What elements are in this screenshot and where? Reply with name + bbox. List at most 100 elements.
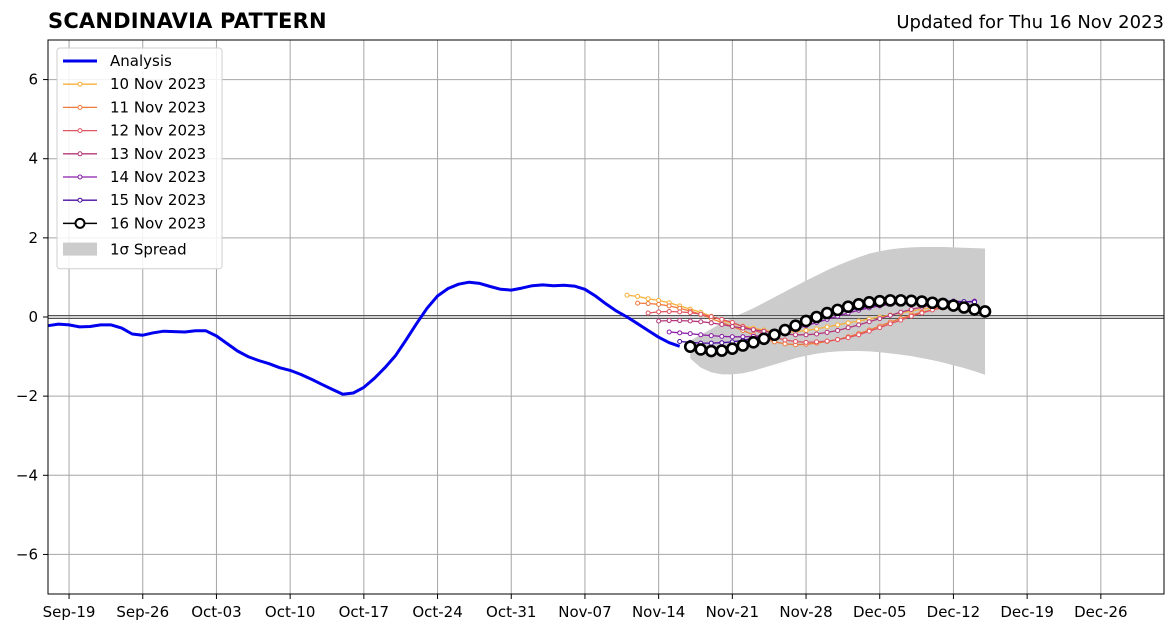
- data-point: [856, 332, 862, 338]
- data-point: [719, 340, 725, 346]
- x-tick-label: Oct-17: [339, 603, 389, 621]
- x-tick-label: Oct-10: [265, 603, 315, 621]
- data-point: [793, 332, 799, 338]
- data-point: [873, 294, 887, 308]
- data-point: [656, 297, 662, 303]
- x-tick-label: Dec-05: [853, 603, 907, 621]
- data-point: [645, 301, 651, 307]
- x-tick-label: Oct-03: [191, 603, 241, 621]
- data-point: [666, 318, 672, 324]
- data-point: [803, 339, 809, 345]
- data-point: [677, 309, 683, 315]
- x-tick-label: Nov-14: [632, 603, 685, 621]
- data-point: [719, 316, 725, 322]
- data-point: [968, 303, 981, 316]
- data-point: [845, 320, 851, 326]
- data-point: [656, 301, 662, 307]
- data-point: [677, 330, 683, 336]
- data-point: [698, 319, 704, 325]
- data-point: [824, 329, 830, 335]
- data-point: [708, 320, 714, 326]
- x-tick-label: Dec-26: [1074, 603, 1128, 621]
- data-point: [824, 338, 830, 344]
- legend-label: 10 Nov 2023: [110, 75, 206, 93]
- data-point: [831, 303, 844, 317]
- zero-line-layer: [48, 315, 1164, 319]
- data-point: [719, 322, 725, 328]
- data-point: [698, 332, 704, 338]
- data-point: [687, 310, 693, 316]
- data-point: [835, 337, 841, 343]
- x-tick-label: Oct-24: [412, 603, 462, 621]
- data-point: [810, 310, 823, 324]
- data-point: [708, 314, 714, 320]
- y-tick-label: 2: [28, 229, 38, 247]
- x-tick-label: Dec-19: [1000, 603, 1054, 621]
- y-tick-label: 6: [28, 71, 38, 89]
- data-point: [666, 308, 672, 314]
- chart-title: SCANDINAVIA PATTERN: [48, 9, 327, 33]
- x-tick-label: Oct-31: [486, 603, 536, 621]
- data-point: [866, 319, 872, 325]
- data-point: [957, 301, 971, 314]
- series-16-nov-2023: [683, 294, 992, 358]
- data-point: [782, 341, 788, 347]
- legend-marker: [77, 81, 83, 87]
- x-tick-label: Sep-19: [43, 603, 96, 621]
- data-point: [782, 337, 788, 343]
- data-point: [845, 325, 851, 331]
- legend-marker: [77, 174, 83, 180]
- legend-label: 16 Nov 2023: [110, 214, 206, 232]
- data-point: [645, 310, 651, 316]
- x-tick-label: Dec-12: [927, 603, 981, 621]
- data-point: [757, 332, 771, 346]
- data-point: [862, 296, 876, 309]
- data-point: [719, 333, 725, 339]
- data-point: [768, 328, 781, 342]
- data-point: [814, 331, 820, 337]
- data-point: [656, 318, 662, 324]
- data-point: [936, 297, 950, 311]
- y-tick-label: −2: [16, 387, 38, 405]
- data-point: [666, 303, 672, 309]
- data-point: [883, 294, 897, 307]
- data-point: [803, 332, 809, 338]
- chart-subtitle: Updated for Thu 16 Nov 2023: [896, 12, 1164, 33]
- data-point: [926, 296, 939, 310]
- data-point: [645, 296, 651, 302]
- legend-label: 11 Nov 2023: [110, 98, 206, 116]
- data-point: [677, 339, 683, 345]
- series-layer: [47, 280, 992, 396]
- y-tick-label: 0: [28, 308, 38, 326]
- data-point: [799, 314, 813, 328]
- data-point: [824, 324, 830, 330]
- series-analysis: [47, 280, 681, 396]
- data-point: [750, 327, 756, 333]
- data-point: [908, 313, 914, 319]
- data-point: [708, 340, 714, 346]
- legend-box: [56, 47, 223, 270]
- data-point: [856, 322, 862, 328]
- data-point: [887, 321, 893, 327]
- data-point: [877, 325, 883, 331]
- legend-spread-swatch: [63, 242, 97, 256]
- data-point: [729, 320, 735, 326]
- data-point: [729, 334, 735, 340]
- data-point: [978, 305, 992, 318]
- data-point: [841, 300, 855, 314]
- data-point: [778, 323, 792, 337]
- x-tick-label: Nov-07: [558, 603, 611, 621]
- legend-marker: [74, 217, 86, 229]
- x-tick-label: Sep-26: [116, 603, 169, 621]
- data-point: [947, 299, 960, 312]
- y-tick-label: −4: [16, 466, 38, 484]
- y-tick-label: 4: [28, 150, 38, 168]
- data-point: [856, 318, 862, 324]
- data-point: [747, 336, 760, 349]
- legend-label: 1σ Spread: [110, 241, 187, 259]
- data-point: [793, 339, 799, 345]
- grid-layer: [48, 40, 1164, 594]
- data-point: [919, 310, 925, 316]
- data-point: [635, 300, 641, 306]
- x-tick-label: Nov-21: [706, 603, 759, 621]
